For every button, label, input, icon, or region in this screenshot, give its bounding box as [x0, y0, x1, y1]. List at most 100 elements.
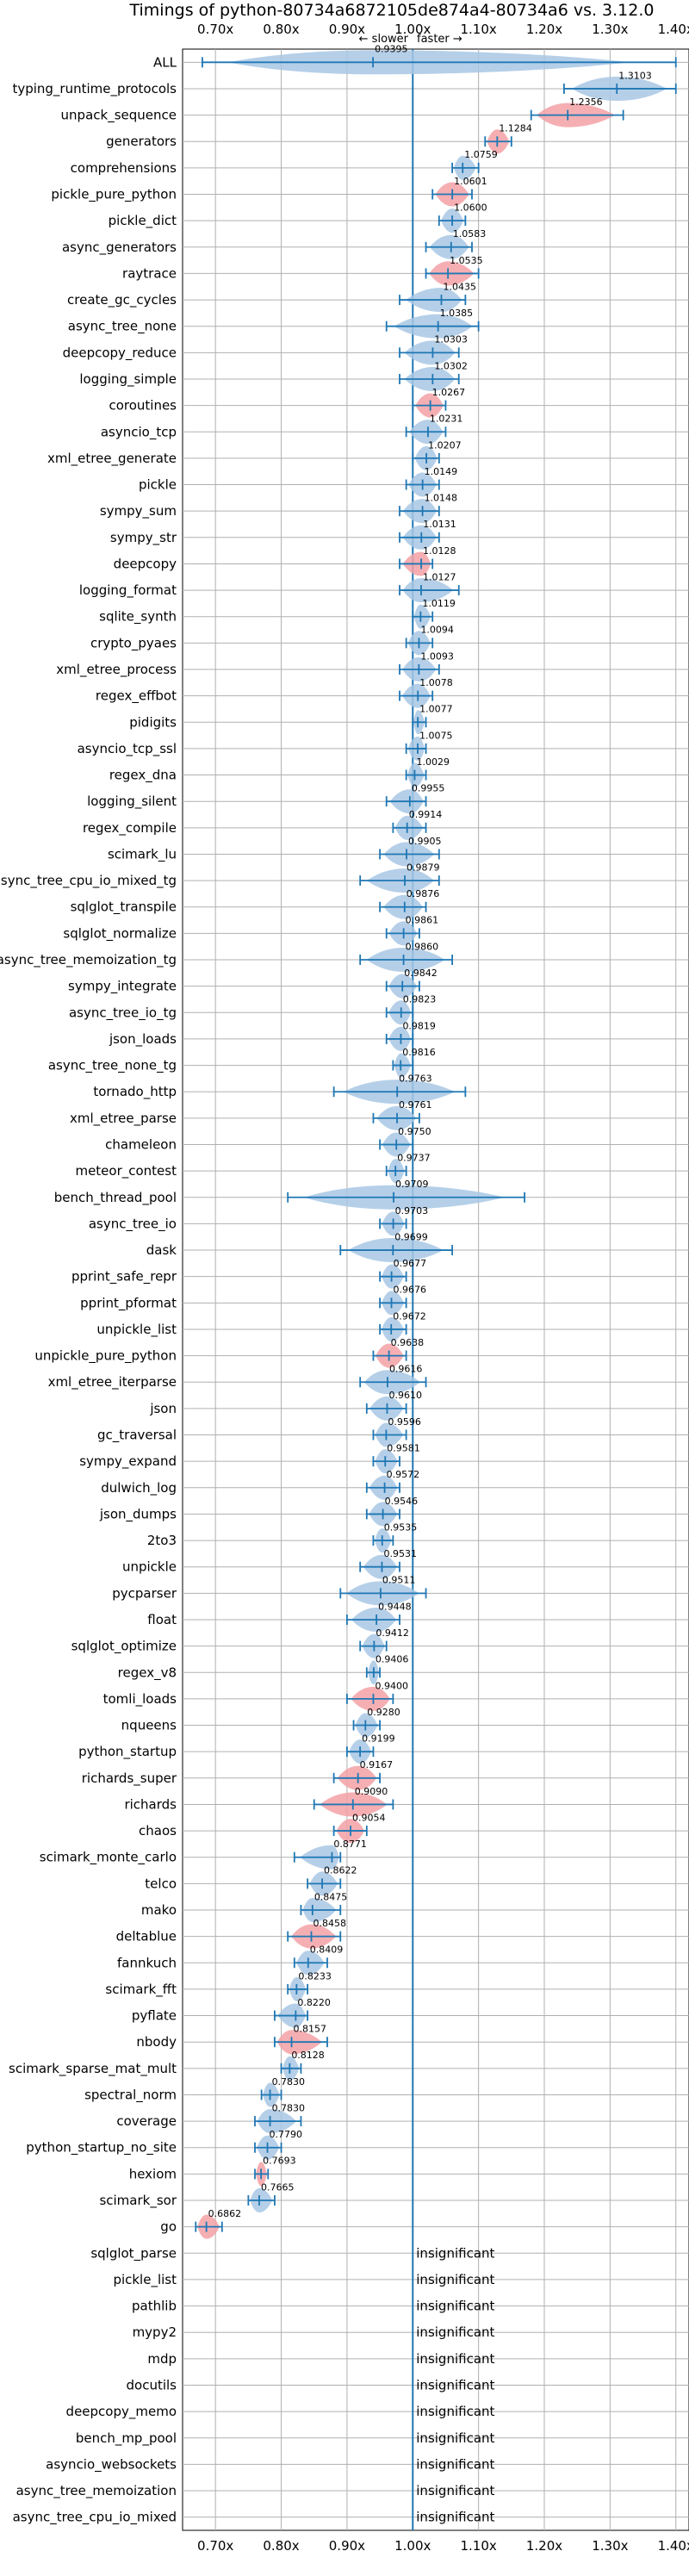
benchmark-name: pickle_list — [113, 2272, 177, 2288]
value-label: 0.9448 — [378, 1601, 412, 1612]
benchmark-name: scimark_fft — [105, 1982, 177, 1998]
benchmark-row: pidigits 1.0077 — [129, 704, 453, 735]
benchmark-row: async_tree_none 1.0385 — [68, 308, 480, 339]
insignificant-label: insignificant — [416, 2351, 494, 2367]
faster-note: faster → — [417, 33, 462, 46]
chart-title: Timings of python-80734a6872105de874a4-8… — [129, 1, 655, 20]
benchmark-name: asyncio_tcp — [101, 424, 177, 440]
benchmark-name: sqlglot_transpile — [71, 899, 177, 916]
benchmark-row: pickle 1.0149 — [139, 466, 457, 497]
benchmark-name: coroutines — [109, 398, 177, 414]
value-label: 0.9914 — [409, 809, 443, 820]
top-tick-label: 1.40x — [658, 22, 689, 37]
value-label: 0.8233 — [298, 1970, 332, 1982]
benchmark-name: mypy2 — [133, 2324, 177, 2340]
benchmark-row: unpickle 0.9531 — [122, 1548, 417, 1579]
benchmark-row: asyncio_tcp_ssl 1.0075 — [78, 730, 453, 761]
benchmark-row: async_tree_io 0.9703 — [89, 1205, 428, 1236]
benchmark-name: pickle — [139, 477, 177, 493]
benchmark-row: coroutines 1.0267 — [109, 387, 465, 418]
value-label: 1.0601 — [454, 176, 487, 187]
benchmark-row: bench_thread_pool 0.9709 — [54, 1179, 525, 1210]
value-label: 0.9531 — [383, 1548, 417, 1559]
benchmark-row: mako 0.8475 — [141, 1891, 347, 1922]
benchmark-row: 2to3 0.9535 — [147, 1521, 418, 1553]
value-label: 1.0127 — [423, 571, 456, 582]
value-label: 0.9167 — [360, 1759, 394, 1770]
value-label: 0.9876 — [407, 888, 440, 899]
top-tick-label: 1.10x — [460, 22, 496, 37]
benchmark-row: json 0.9610 — [149, 1390, 422, 1421]
benchmark-row: dulwich_log 0.9572 — [101, 1469, 419, 1500]
benchmark-name: xml_etree_iterparse — [48, 1374, 177, 1391]
benchmark-name: json — [149, 1401, 177, 1416]
value-label: 1.0131 — [423, 519, 456, 530]
benchmark-name: async_tree_memoization — [16, 2483, 177, 2499]
benchmark-name: sqlglot_optimize — [71, 1639, 177, 1655]
benchmark-row: tornado_http 0.9763 — [93, 1073, 467, 1104]
value-label: 0.7693 — [263, 2156, 296, 2167]
benchmark-row: create_gc_cycles 1.0435 — [67, 281, 476, 313]
benchmark-name: async_tree_cpu_io_mixed_tg — [0, 873, 177, 889]
benchmark-name: sympy_sum — [100, 503, 177, 520]
benchmark-row: meteor_contest 0.9737 — [75, 1152, 431, 1184]
value-label: 0.9761 — [399, 1099, 432, 1111]
value-label: 1.0231 — [430, 414, 463, 425]
value-label: 0.9879 — [407, 862, 440, 873]
value-label: 0.9535 — [384, 1521, 418, 1533]
benchmark-row: unpack_sequence 1.2356 — [61, 96, 624, 128]
bottom-tick-label: 1.10x — [460, 2538, 496, 2554]
benchmark-name: sqlglot_normalize — [63, 925, 177, 942]
benchmark-row: async_tree_memoization insignificant — [16, 2483, 495, 2499]
value-label: 0.9406 — [376, 1654, 409, 1665]
benchmark-row: python_startup_no_site 0.7790 — [26, 2129, 302, 2160]
value-label: 0.9400 — [375, 1680, 408, 1691]
benchmark-name: generators — [106, 134, 177, 149]
value-label: 0.9672 — [393, 1310, 426, 1322]
value-label: 1.0119 — [422, 598, 456, 609]
top-tick-label: 0.80x — [263, 22, 299, 37]
benchmark-name: tornado_http — [93, 1084, 177, 1100]
value-label: 1.0128 — [423, 545, 456, 557]
value-label: 0.9763 — [399, 1073, 432, 1085]
benchmark-name: tomli_loads — [103, 1691, 177, 1708]
value-label: 0.9090 — [355, 1786, 388, 1797]
slower-note: ← slower — [359, 33, 409, 46]
benchmark-name: logging_format — [79, 582, 177, 599]
benchmark-name: meteor_contest — [75, 1163, 177, 1179]
benchmark-row: logging_silent 0.9955 — [87, 783, 444, 814]
benchmark-row: sqlglot_parse insignificant — [90, 2245, 494, 2262]
value-label: 1.0535 — [450, 255, 483, 266]
benchmark-row: telco 0.8622 — [145, 1865, 357, 1896]
benchmark-name: mdp — [147, 2351, 177, 2367]
benchmark-row: coverage 0.7830 — [116, 2102, 305, 2134]
bottom-tick-label: 1.20x — [526, 2538, 562, 2554]
benchmark-name: xml_etree_parse — [70, 1111, 177, 1127]
benchmark-row: json_loads 0.9819 — [109, 1020, 436, 1051]
benchmark-row: unpickle_pure_python 0.9638 — [34, 1337, 424, 1368]
value-label: 0.9054 — [352, 1812, 386, 1823]
value-label: 0.8458 — [313, 1918, 347, 1929]
benchmark-row: async_tree_io_tg 0.9823 — [69, 994, 436, 1025]
insignificant-label: insignificant — [416, 2272, 494, 2287]
benchmark-row: pyflate 0.8220 — [132, 1997, 331, 2028]
benchmark-row: float 0.9448 — [147, 1601, 412, 1632]
benchmark-name: pycparser — [112, 1585, 177, 1601]
value-label: 0.9199 — [362, 1733, 395, 1745]
insignificant-label: insignificant — [416, 2377, 494, 2392]
value-label: 0.9616 — [389, 1364, 423, 1375]
benchmark-row: crypto_pyaes 1.0094 — [90, 625, 454, 656]
benchmark-name: sqlglot_parse — [90, 2245, 177, 2262]
benchmark-name: unpickle_list — [96, 1322, 177, 1338]
benchmark-row: tomli_loads 0.9400 — [103, 1680, 408, 1711]
benchmark-row: nbody 0.8157 — [136, 2024, 328, 2055]
benchmark-name: gc_traversal — [97, 1428, 177, 1444]
benchmark-name: coverage — [116, 2113, 177, 2129]
top-tick-label: 1.00x — [394, 22, 431, 37]
benchmark-row: sympy_sum 1.0148 — [100, 493, 457, 524]
value-label: 1.0078 — [419, 677, 453, 688]
plot-frame — [182, 48, 689, 2531]
benchmark-name: async_tree_io_tg — [69, 1005, 177, 1021]
benchmark-name: async_tree_none — [68, 319, 177, 335]
benchmark-name: json_loads — [109, 1031, 177, 1048]
